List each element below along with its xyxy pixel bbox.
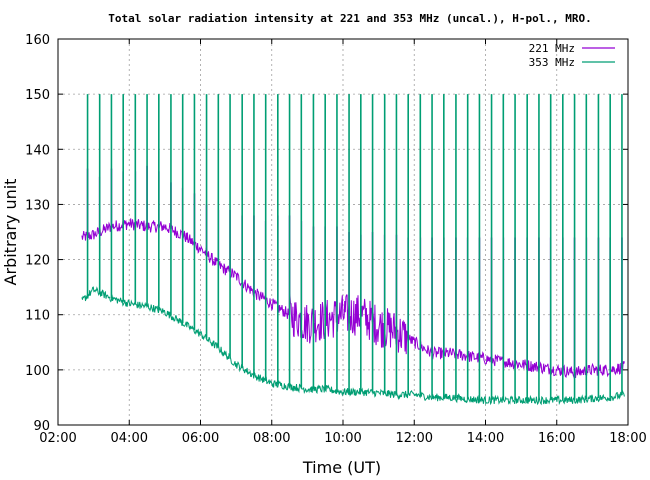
series-line [81, 286, 625, 406]
grid [58, 39, 628, 425]
plot-frame [57, 38, 629, 426]
x-tick-label: 14:00 [467, 431, 504, 446]
x-tick-label: 04:00 [111, 431, 148, 446]
chart-title: Total solar radiation intensity at 221 a… [108, 12, 591, 25]
y-tick-label: 130 [25, 198, 50, 213]
legend-label: 221 MHz [529, 42, 575, 55]
y-tick-label: 110 [25, 309, 50, 324]
y-axis-label: Arbitrary unit [1, 179, 20, 286]
y-tick-label: 140 [25, 143, 50, 158]
series-353-mhz [81, 94, 625, 406]
x-axis-label: Time (UT) [302, 458, 381, 477]
y-tick-label: 100 [25, 364, 50, 379]
tick-labels: 02:00 04:00 06:00 08:00 10:00 12:00 14:00 16:00… [25, 33, 647, 446]
x-tick-label: 12:00 [396, 431, 433, 446]
y-tick-label: 150 [25, 88, 50, 103]
series-line [81, 218, 625, 379]
x-tick-label: 18:00 [609, 431, 646, 446]
x-tick-label: 08:00 [253, 431, 290, 446]
series-lines [81, 94, 625, 406]
series-221-mhz [81, 165, 625, 379]
y-tick-label: 160 [25, 33, 50, 48]
x-tick-label: 16:00 [538, 431, 575, 446]
legend-label: 353 MHz [529, 56, 575, 69]
y-tick-label: 90 [33, 419, 50, 434]
x-tick-label: 06:00 [182, 431, 219, 446]
x-tick-label: 02:00 [39, 431, 76, 446]
y-tick-label: 120 [25, 254, 50, 269]
x-tick-label: 10:00 [324, 431, 361, 446]
